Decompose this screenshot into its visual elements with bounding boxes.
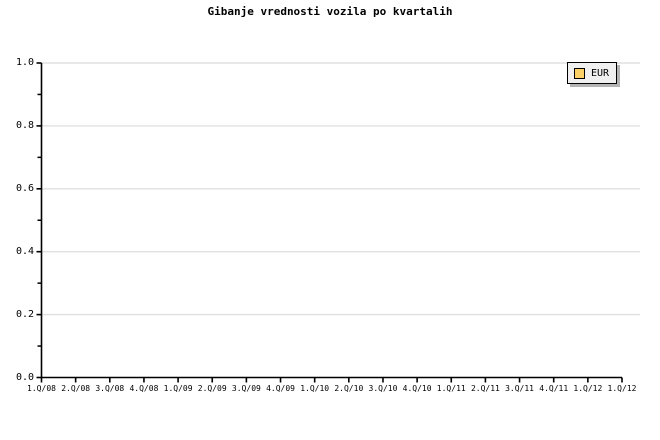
legend-label-eur: EUR xyxy=(591,67,610,79)
x-axis-tick-label: 1.Q/12 xyxy=(573,384,603,393)
legend[interactable]: EUR xyxy=(567,62,618,84)
x-axis-tick-label: 1.Q/12 xyxy=(607,384,637,393)
x-axis-tick-label: 1.Q/11 xyxy=(436,384,466,393)
legend-swatch-eur xyxy=(574,67,585,79)
y-axis-tick-label: 0.0 xyxy=(15,371,34,383)
y-axis-tick-label: 0.8 xyxy=(15,119,34,131)
y-axis-tick-label: 0.6 xyxy=(15,182,34,194)
x-axis-tick-label: 4.Q/10 xyxy=(402,384,432,393)
x-axis-tick-label: 4.Q/09 xyxy=(266,384,295,393)
x-axis-tick-label: 4.Q/11 xyxy=(539,384,569,393)
chart-title: Gibanje vrednosti vozila po kvartalih xyxy=(207,5,453,18)
x-axis-tick-label: 1.Q/08 xyxy=(27,384,56,393)
y-axis-tick-label: 0.2 xyxy=(15,308,34,320)
x-axis-tick-label: 2.Q/08 xyxy=(61,384,91,393)
x-axis-tick-label: 3.Q/08 xyxy=(95,384,125,393)
x-axis-tick-label: 4.Q/08 xyxy=(129,384,159,393)
x-axis-tick-label: 3.Q/10 xyxy=(368,384,398,393)
y-axis-tick-label: 0.4 xyxy=(15,245,34,257)
x-axis-tick-label: 2.Q/09 xyxy=(197,384,227,393)
x-axis-tick-label: 1.Q/09 xyxy=(163,384,193,393)
axis-lines xyxy=(40,63,622,379)
gridlines xyxy=(41,62,640,316)
x-axis-tick-label: 2.Q/11 xyxy=(470,384,500,393)
y-axis-ticks xyxy=(36,62,42,379)
y-axis-tick-label: 1.0 xyxy=(15,57,34,68)
x-axis-tick-label: 3.Q/09 xyxy=(231,384,261,393)
x-axis-tick-label: 2.Q/10 xyxy=(334,384,364,393)
x-axis-tick-label: 3.Q/11 xyxy=(505,384,534,393)
x-axis-ticks xyxy=(40,377,623,383)
x-axis-tick-label: 1.Q/10 xyxy=(300,384,330,393)
